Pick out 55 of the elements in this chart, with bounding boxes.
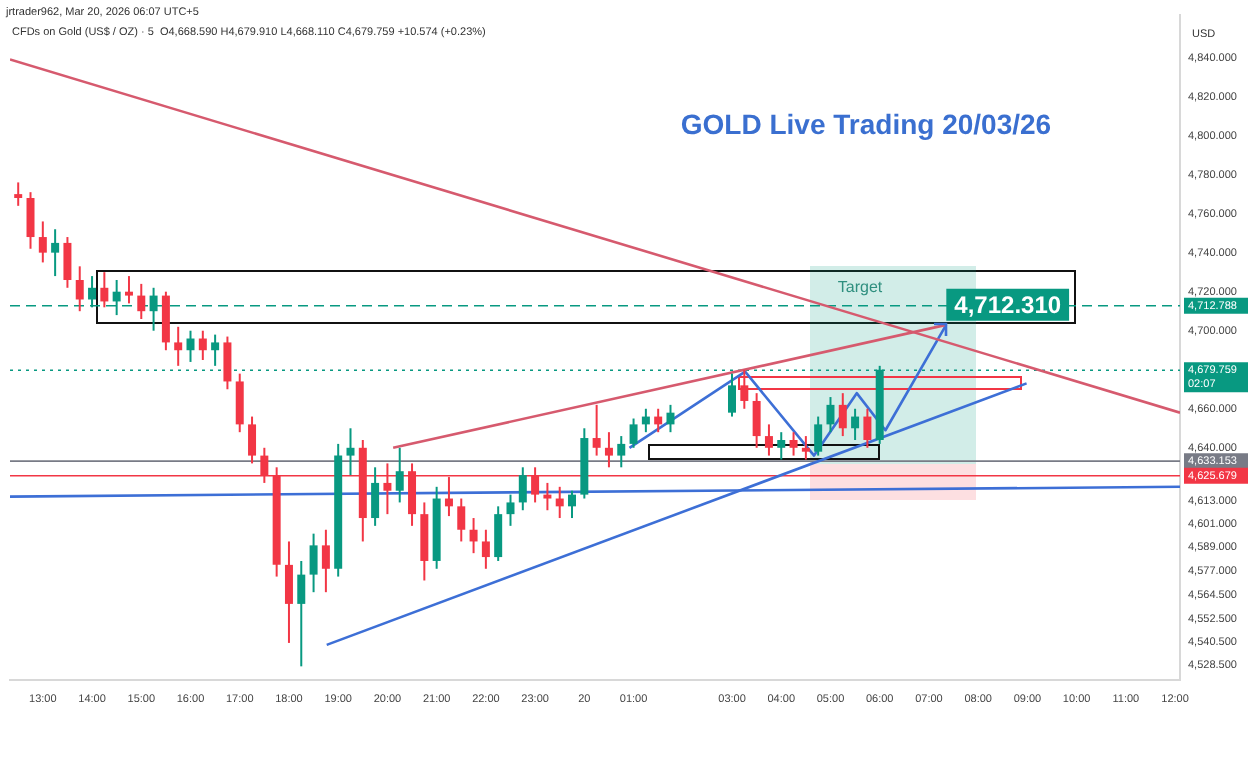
candlestick — [764, 423, 773, 457]
candlestick — [666, 403, 675, 434]
candlestick — [654, 407, 663, 434]
candlestick — [863, 407, 872, 449]
candlestick — [469, 517, 478, 555]
candlestick — [100, 271, 109, 309]
candlestick — [838, 392, 847, 438]
candlestick — [248, 415, 257, 465]
candlestick — [51, 228, 60, 278]
candlestick — [826, 396, 835, 434]
candlestick — [592, 403, 601, 457]
candlestick — [186, 329, 195, 363]
candlestick — [26, 191, 35, 250]
candlestick — [481, 528, 490, 570]
candlestick — [851, 407, 860, 441]
candlestick — [518, 466, 527, 512]
candlestick — [629, 417, 638, 449]
candlestick — [604, 431, 613, 469]
candlestick — [284, 540, 293, 644]
candlestick — [346, 427, 355, 477]
candlestick — [494, 505, 503, 562]
candlestick — [174, 325, 183, 367]
candlestick — [568, 489, 577, 520]
candlestick — [617, 435, 626, 469]
candlestick — [543, 481, 552, 512]
candlestick — [814, 415, 823, 457]
candlestick — [63, 236, 72, 289]
candlestick — [198, 329, 207, 361]
candlestick — [223, 335, 232, 391]
candlestick — [740, 368, 749, 410]
candlestick — [457, 497, 466, 543]
annotation: 4,712.310 — [954, 291, 1062, 320]
candlestick — [506, 493, 515, 527]
candlestick — [38, 220, 47, 264]
candlestick — [752, 392, 761, 449]
candlestick — [161, 290, 170, 352]
candlestick — [555, 485, 564, 520]
candlestick — [137, 282, 146, 321]
candlestick — [789, 431, 798, 457]
candlestick — [801, 435, 810, 461]
candlestick — [75, 265, 84, 313]
candlestick — [420, 501, 429, 582]
candlestick — [309, 532, 318, 594]
candlestick — [211, 333, 220, 367]
candlestick — [371, 466, 380, 527]
candlestick — [14, 181, 23, 207]
candlestick — [641, 407, 650, 434]
candlestick — [395, 446, 404, 504]
annotation: Target — [837, 277, 884, 296]
candlestick — [124, 275, 133, 305]
candlestick — [235, 372, 244, 434]
candlestick — [777, 431, 786, 461]
text: GOLD Live Trading 20/03/26 — [680, 107, 1052, 140]
candlestick — [297, 559, 306, 668]
candlestick — [321, 528, 330, 594]
